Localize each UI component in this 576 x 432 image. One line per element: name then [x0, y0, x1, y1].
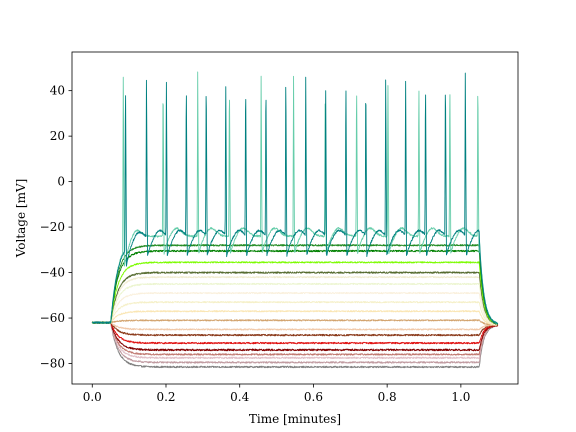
y-tick-label: 0	[57, 175, 65, 189]
x-tick-label: 0.8	[378, 390, 397, 404]
voltage-trace-13	[91, 282, 499, 326]
voltage-trace-3	[92, 321, 499, 360]
y-axis-label: Voltage [mV]	[14, 179, 28, 259]
y-tick-label: −20	[40, 220, 65, 234]
y-tick-label: 40	[50, 84, 65, 98]
voltage-trace-9	[91, 319, 498, 326]
trace-group	[91, 71, 499, 369]
voltage-trace-10	[91, 310, 498, 326]
voltage-trace-5	[91, 321, 499, 352]
y-tick-label: −80	[40, 357, 65, 371]
y-tick-label: −40	[40, 266, 65, 280]
plot-frame	[71, 51, 519, 385]
x-tick-label: 1.0	[451, 390, 470, 404]
x-tick-label: 0.4	[230, 390, 249, 404]
x-tick-label: 0.6	[304, 390, 323, 404]
y-tick-label: 20	[50, 129, 65, 143]
voltage-trace-15	[91, 271, 499, 326]
voltage-trace-8	[91, 321, 498, 331]
voltage-trace-11	[92, 301, 499, 326]
voltage-trace-6	[91, 321, 499, 345]
voltage-trace-19	[91, 71, 499, 325]
x-axis-label: Time [minutes]	[249, 412, 341, 426]
x-tick-label: 0.2	[156, 390, 175, 404]
voltage-trace-12	[91, 291, 499, 326]
voltage-trace-20	[92, 72, 499, 325]
voltage-trace-2	[91, 321, 499, 364]
voltage-trace-16	[92, 261, 499, 325]
y-axis: −80 −60 −40 −20 0 20 40	[40, 84, 72, 371]
x-axis: 0.0 0.2 0.4 0.6 0.8 1.0	[83, 384, 470, 404]
voltage-trace-4	[91, 321, 499, 356]
voltage-trace-14	[91, 275, 499, 326]
voltage-trace-1	[91, 321, 498, 369]
y-tick-label: −60	[40, 311, 65, 325]
voltage-trace-7	[92, 321, 499, 337]
x-tick-label: 0.0	[83, 390, 102, 404]
